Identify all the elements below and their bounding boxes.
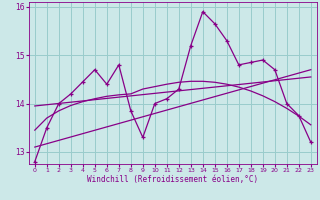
X-axis label: Windchill (Refroidissement éolien,°C): Windchill (Refroidissement éolien,°C) [87, 175, 258, 184]
